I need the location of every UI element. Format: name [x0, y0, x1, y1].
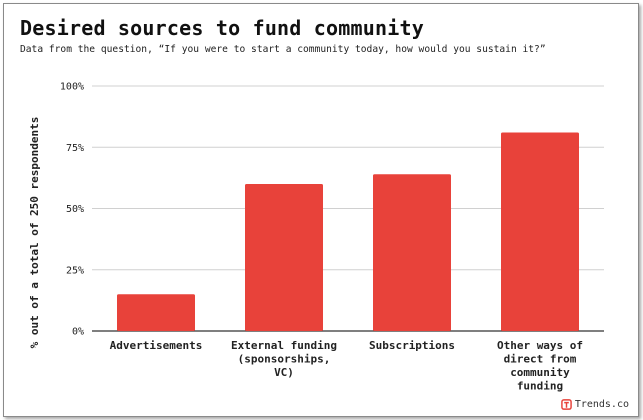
category-label: Advertisements: [110, 339, 203, 352]
y-tick-label: 25%: [66, 265, 84, 276]
bar: [117, 294, 195, 331]
y-tick-label: 50%: [66, 204, 84, 215]
y-tick-label: 100%: [60, 82, 84, 93]
bar: [501, 132, 579, 331]
chart-subtitle: Data from the question, “If you were to …: [20, 44, 546, 55]
bar: [245, 184, 323, 331]
bar: [373, 174, 451, 331]
category-label: Other ways of direct from community funding: [497, 339, 583, 393]
y-tick-label: 75%: [66, 143, 84, 154]
chart-title: Desired sources to fund community: [20, 16, 424, 40]
brand-watermark: Trends.co: [560, 399, 629, 410]
category-label: Subscriptions: [369, 339, 455, 352]
y-axis-label: % out of a total of 250 respondents: [28, 117, 41, 349]
trends-logo-icon: [560, 399, 572, 410]
brand-name: Trends.co: [574, 399, 629, 410]
category-label: External funding (sponsorships, VC): [231, 339, 337, 379]
y-tick-label: 0%: [72, 327, 84, 338]
